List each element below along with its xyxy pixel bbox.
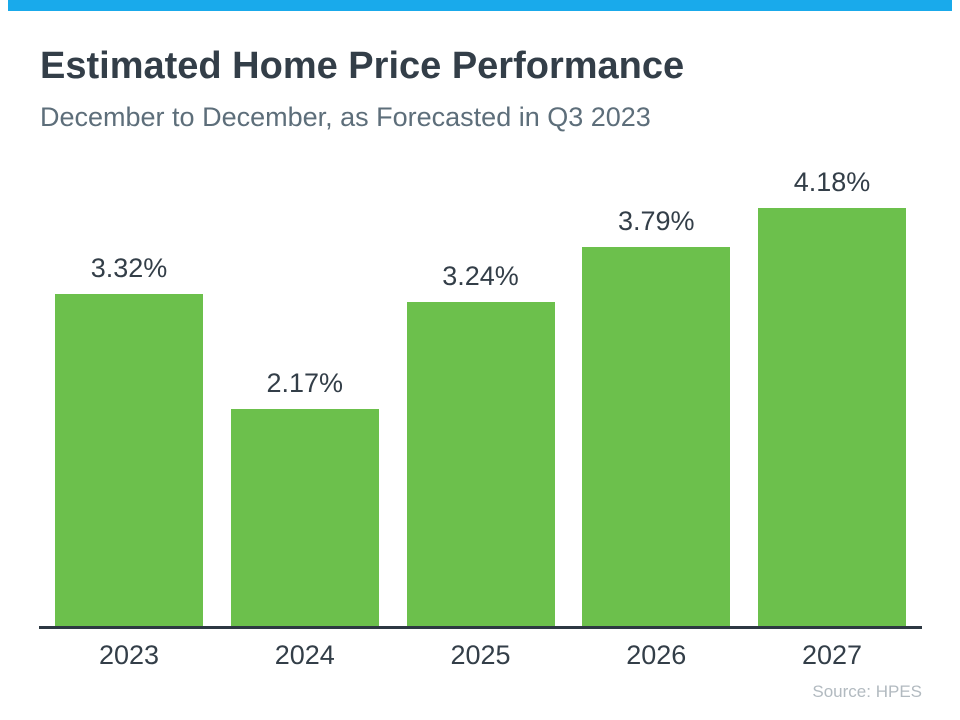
x-tick-label-2026: 2026 [626,640,687,670]
bar-2024 [230,409,379,626]
bar-2023 [55,294,203,626]
x-axis-line [39,626,922,629]
x-axis-labels: 2023 2024 2025 2026 2027 [39,640,922,673]
x-tick-label-2024: 2024 [274,640,335,670]
bar-2025 [406,302,555,626]
bar-value-label-2024: 2.17% [266,368,344,398]
chart-subtitle: December to December, as Forecasted in Q… [40,102,651,132]
bar-value-label-2026: 3.79% [617,206,695,236]
x-tick-label-2025: 2025 [450,640,511,670]
x-tick-label-2023: 2023 [98,640,160,670]
bar-2027 [758,208,906,626]
source-attribution: Source: HPES [812,682,922,701]
bar-value-label-2027: 4.18% [793,167,871,197]
bar-value-label-2023: 3.32% [90,253,168,283]
chart-area: 3.32% 2.17% 3.24% 3.79% 4.18% [39,0,922,626]
bar-2026 [582,247,731,626]
bar-value-label-2025: 3.24% [442,261,519,291]
x-tick-label-2027: 2027 [801,640,863,670]
top-accent-bar [8,0,952,11]
chart-title: Estimated Home Price Performance [40,45,685,87]
